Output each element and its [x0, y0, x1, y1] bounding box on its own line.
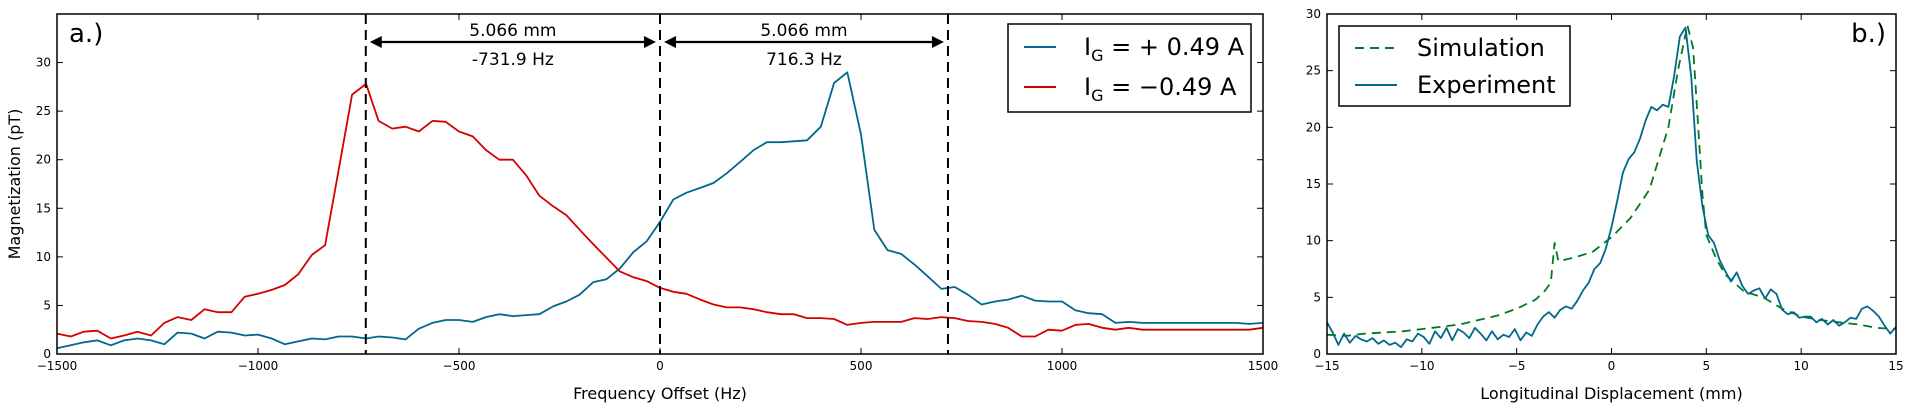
x-tick-label: 15: [1888, 359, 1903, 373]
x-tick-label: −10: [1409, 359, 1434, 373]
arrow-head-left: [664, 36, 676, 48]
panel-b-legend: Simulation Experiment: [1338, 25, 1571, 107]
legend-entry-label: Experiment: [1417, 71, 1556, 99]
x-tick-label: 0: [1608, 359, 1616, 373]
x-tick-label: −500: [443, 359, 476, 373]
x-tick-label: 1500: [1248, 359, 1279, 373]
y-tick-label: 15: [1306, 177, 1321, 191]
x-tick-label: −1500: [37, 359, 78, 373]
legend-box: [1007, 23, 1252, 113]
x-tick-label: 1000: [1047, 359, 1078, 373]
series-line: [56, 71, 1264, 350]
panel-a-ticks: −1500 −1000 −500 0 500 1000 1500 0 5 10 15 20 25 30: [36, 14, 1279, 373]
series-line: [1326, 24, 1897, 337]
y-tick-label: 25: [1306, 64, 1321, 78]
y-tick-label: 0: [1313, 347, 1321, 361]
arrow-head-right: [644, 36, 656, 48]
panel-b-ticks: −15 −10 −5 0 5 10 15 0 5 10 15 20 25 30: [1306, 7, 1904, 373]
panel-b-x-axis-label: Longitudinal Displacement (mm): [1480, 384, 1742, 403]
y-tick-label: 20: [36, 153, 51, 167]
legend-box: [1338, 25, 1571, 107]
panel-b-series-group: [1326, 24, 1897, 349]
panel-a-annotations: 5.066 mm -731.9 Hz 5.066 mm 716.3 Hz: [369, 21, 944, 70]
x-tick-label: −1000: [238, 359, 279, 373]
panel-a-legend: IG = + 0.49 A IG = −0.49 A: [1007, 23, 1252, 113]
panel-b-chart: −15 −10 −5 0 5 10 15 0 5 10 15 20 25 30 b.) Longitudi…: [1306, 7, 1904, 403]
x-tick-label: 10: [1794, 359, 1809, 373]
y-tick-label: 10: [1306, 234, 1321, 248]
y-tick-label: 10: [36, 250, 51, 264]
x-tick-label: −5: [1508, 359, 1526, 373]
annotation-frequency-label: -731.9 Hz: [472, 50, 554, 70]
y-tick-label: 15: [36, 201, 51, 215]
y-tick-label: 25: [36, 104, 51, 118]
legend-entry-label: Simulation: [1417, 34, 1545, 62]
y-tick-label: 30: [36, 56, 51, 70]
y-tick-label: 20: [1306, 120, 1321, 134]
y-tick-label: 0: [43, 347, 51, 361]
x-tick-label: 500: [850, 359, 873, 373]
arrow-head-right: [931, 36, 944, 48]
y-tick-label: 5: [1313, 290, 1321, 304]
annotation-frequency-label: 716.3 Hz: [766, 50, 842, 70]
panel-b-tag: b.): [1851, 19, 1886, 49]
legend-entry-label: IG = −0.49 A: [1084, 73, 1237, 105]
panel-a-tag: a.): [69, 19, 103, 49]
annotation-distance-label: 5.066 mm: [469, 21, 556, 41]
panel-a-y-axis-label: Magnetization (pT): [5, 109, 24, 260]
series-line: [1326, 26, 1897, 349]
panel-a-vertical-lines: [364, 14, 949, 354]
x-tick-label: −15: [1314, 359, 1339, 373]
annotation-distance-label: 5.066 mm: [760, 21, 847, 41]
arrow-head-left: [369, 36, 382, 48]
x-tick-label: 0: [656, 359, 664, 373]
legend-entry-label: IG = + 0.49 A: [1084, 33, 1245, 65]
y-tick-label: 30: [1306, 7, 1321, 21]
y-tick-label: 5: [43, 298, 51, 312]
panel-a-x-axis-label: Frequency Offset (Hz): [573, 384, 747, 403]
x-tick-label: 5: [1703, 359, 1711, 373]
